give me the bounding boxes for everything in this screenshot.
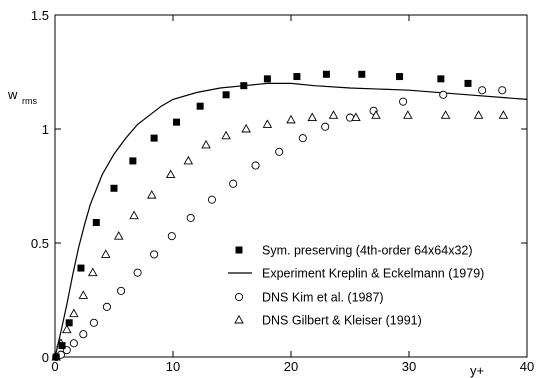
x-axis-label: y+ (470, 363, 484, 378)
data-point-dns-gilbert-kleiser (62, 324, 72, 334)
y-tick-label: 1.5 (31, 8, 49, 23)
data-point-dns-gilbert-kleiser (183, 155, 194, 165)
legend-entry-sym-preserving: Sym. preserving (4th-order 64x64x32) (235, 244, 473, 258)
data-point-dns-gilbert-kleiser (307, 112, 318, 122)
data-point-dns-gilbert-kleiser (241, 123, 251, 133)
data-point-dns-gilbert-kleiser (473, 110, 484, 119)
plot-frame (54, 14, 528, 358)
data-point-sym-preserving (322, 70, 330, 78)
data-point-dns-kim (117, 286, 126, 295)
data-point-dns-gilbert-kleiser (262, 119, 273, 128)
y-tick-label: 0 (42, 350, 49, 365)
x-tick-label: 0 (51, 359, 58, 374)
data-point-sym-preserving (196, 102, 204, 110)
series-line-kreplin-eckelmann (54, 82, 528, 358)
x-tick-label: 20 (284, 359, 298, 374)
data-point-sym-preserving (110, 184, 118, 192)
y-axis-label: w rms (7, 87, 37, 106)
data-point-sym-preserving (58, 342, 66, 350)
legend-label: DNS Kim et al. (1987) (262, 291, 384, 305)
data-point-dns-gilbert-kleiser (165, 169, 176, 179)
data-point-sym-preserving (65, 319, 73, 327)
data-point-dns-kim (251, 161, 260, 170)
data-point-dns-gilbert-kleiser (201, 139, 211, 149)
legend-marker (234, 314, 244, 324)
data-point-sym-preserving (150, 134, 158, 142)
data-point-sym-preserving (358, 70, 366, 78)
data-point-dns-kim (133, 268, 142, 277)
x-tick-label: 10 (166, 359, 180, 374)
data-point-sym-preserving (263, 75, 271, 83)
y-tick-label: 1 (42, 122, 49, 137)
data-point-sym-preserving (173, 118, 181, 126)
data-point-sym-preserving (437, 75, 445, 83)
data-point-sym-preserving (222, 91, 230, 99)
data-point-dns-kim (79, 330, 88, 339)
data-point-dns-kim (229, 179, 238, 188)
legend-label: DNS Gilbert & Kleiser (1991) (262, 314, 422, 328)
data-point-dns-kim (69, 339, 78, 348)
legend-marker (234, 292, 244, 302)
x-tick-label: 40 (520, 359, 534, 374)
legend-entry-kreplin-eckelmann: Experiment Kreplin & Eckelmann (1979) (228, 267, 484, 281)
x-tick-label: 30 (402, 359, 416, 374)
data-point-dns-kim (298, 134, 307, 143)
y-tick-label: 0.5 (31, 236, 49, 251)
legend-entry-dns-gilbert-kleiser: DNS Gilbert & Kleiser (1991) (234, 314, 422, 328)
data-point-sym-preserving (92, 218, 100, 226)
data-point-dns-gilbert-kleiser (328, 110, 339, 119)
data-point-dns-kim (321, 122, 330, 131)
data-point-sym-preserving (77, 264, 85, 272)
data-point-dns-gilbert-kleiser (286, 114, 296, 124)
data-point-dns-kim (102, 302, 111, 311)
data-point-dns-gilbert-kleiser (221, 130, 231, 140)
data-point-dns-kim (89, 318, 98, 327)
legend: Sym. preserving (4th-order 64x64x32) Expe… (228, 244, 484, 328)
data-point-dns-gilbert-kleiser (440, 110, 451, 119)
data-point-dns-kim (207, 195, 216, 204)
data-point-dns-gilbert-kleiser (69, 308, 79, 318)
data-point-dns-kim (399, 97, 408, 106)
data-point-dns-gilbert-kleiser (403, 110, 413, 119)
y-axis-label-subscript: rms (22, 96, 37, 106)
data-point-dns-gilbert-kleiser (113, 231, 124, 240)
data-point-dns-kim (150, 250, 159, 259)
data-point-sym-preserving (464, 79, 472, 87)
plot-marks (51, 70, 528, 362)
data-point-dns-gilbert-kleiser (129, 210, 139, 220)
data-point-dns-gilbert-kleiser (78, 290, 89, 299)
data-point-dns-kim (167, 232, 176, 241)
data-point-sym-preserving (240, 82, 248, 90)
data-point-dns-gilbert-kleiser (371, 110, 381, 119)
data-point-sym-preserving (293, 73, 301, 81)
y-axis-label-main: w (7, 87, 18, 102)
data-point-dns-kim (478, 86, 487, 95)
data-point-dns-kim (439, 90, 448, 99)
data-point-dns-gilbert-kleiser (351, 112, 361, 122)
legend-label: Sym. preserving (4th-order 64x64x32) (262, 244, 473, 258)
legend-marker (235, 246, 243, 254)
axis-ticks: 0 10 20 30 40 0 0.5 1 1.5 (31, 8, 534, 374)
legend-entry-dns-kim: DNS Kim et al. (1987) (234, 291, 384, 305)
legend-label: Experiment Kreplin & Eckelmann (1979) (262, 267, 484, 281)
data-point-dns-kim (186, 213, 195, 222)
data-point-dns-gilbert-kleiser (100, 249, 111, 258)
data-point-dns-gilbert-kleiser (146, 189, 157, 199)
data-point-sym-preserving (52, 353, 60, 361)
data-point-sym-preserving (396, 73, 404, 81)
data-point-dns-kim (498, 86, 507, 95)
data-point-dns-gilbert-kleiser (498, 110, 509, 119)
data-point-sym-preserving (129, 157, 137, 165)
data-point-dns-gilbert-kleiser (87, 267, 98, 277)
data-point-dns-kim (275, 147, 284, 156)
